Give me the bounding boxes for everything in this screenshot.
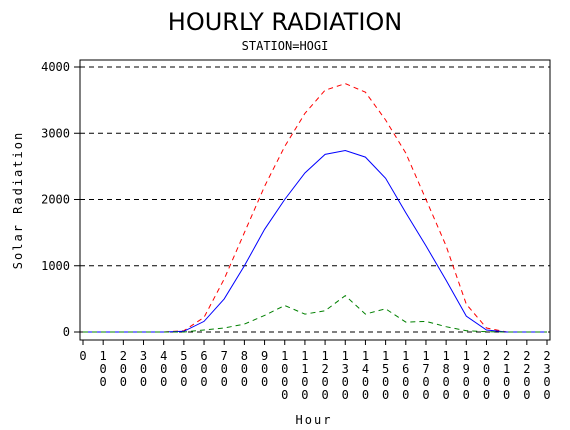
gridlines (80, 66, 550, 333)
data-series (83, 83, 547, 333)
y-axis-ticks: 0 1000 2000 3000 4000 (41, 60, 80, 339)
y-tick-label: 2000 (41, 193, 70, 207)
y-tick-label: 4000 (41, 60, 70, 74)
series-line-2 (83, 149, 547, 333)
chart-subtitle: STATION=HOGI (242, 39, 329, 53)
x-axis-label: Hour (296, 413, 333, 427)
y-tick-label: 1000 (41, 259, 70, 273)
y-tick-label: 0 (63, 325, 70, 339)
y-axis-label: Solar Radiation (11, 131, 25, 269)
series-line-3 (83, 294, 547, 333)
y-tick-label: 3000 (41, 126, 70, 140)
series-line-1 (83, 83, 547, 333)
x-axis-ticks: 0 1 0 0 2 0 0 3 0 0 4 0 0 5 0 0 6 0 0 7 0 0 8 0 0 9 0 0 1 0 0 0 1 1 0 0 1 2 0 0… (79, 340, 551, 402)
x-tick-label: 0 (79, 349, 86, 363)
chart-title: HOURLY RADIATION (168, 8, 402, 36)
